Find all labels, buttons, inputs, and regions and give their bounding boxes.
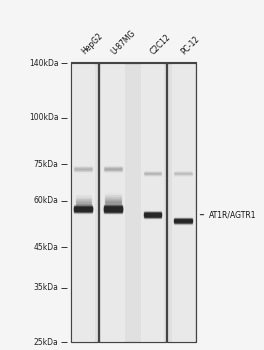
Text: C2C12: C2C12 [149, 33, 172, 56]
Bar [71, 63, 98, 342]
Text: 45kDa: 45kDa [34, 243, 59, 252]
Text: 35kDa: 35kDa [34, 284, 59, 292]
Text: AT1R/AGTR1: AT1R/AGTR1 [200, 210, 257, 219]
Bar [101, 63, 125, 342]
Text: 100kDa: 100kDa [29, 113, 59, 122]
Bar [100, 63, 166, 342]
Text: 140kDa: 140kDa [29, 59, 59, 68]
Text: 60kDa: 60kDa [34, 196, 59, 205]
Text: U-87MG: U-87MG [109, 29, 137, 56]
Bar [167, 63, 196, 342]
Text: 25kDa: 25kDa [34, 338, 59, 347]
Bar [172, 63, 195, 342]
Bar [71, 63, 98, 342]
Bar [100, 63, 166, 342]
Text: PC-12: PC-12 [180, 34, 201, 56]
Text: HepG2: HepG2 [79, 32, 104, 56]
Bar [167, 63, 196, 342]
Text: 75kDa: 75kDa [34, 160, 59, 169]
Bar [141, 63, 164, 342]
Bar [72, 63, 95, 342]
